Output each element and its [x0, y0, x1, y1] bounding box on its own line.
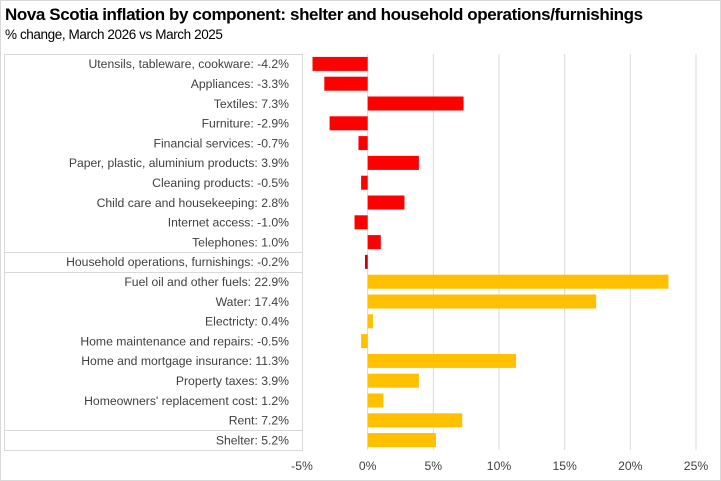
gridlines	[367, 54, 697, 450]
category-label: Textiles: 7.3%	[214, 97, 289, 111]
bar-shelter	[367, 353, 517, 368]
category-label: Electricty: 0.4%	[205, 315, 289, 329]
x-axis-ticks: -5% 0% 5% 10% 15% 20% 25%	[291, 459, 708, 473]
bar-household	[367, 195, 405, 210]
bars	[312, 56, 669, 448]
category-label: Internet access: -1.0%	[168, 216, 289, 230]
bar-shelter	[367, 294, 597, 309]
bar-household-total	[365, 254, 368, 269]
category-label-table: Utensils, tableware, cookware: -4.2% Appl…	[4, 54, 303, 451]
chart-subtitle: % change, March 2026 vs March 2025	[5, 27, 223, 42]
bar-household	[324, 76, 368, 91]
bar-shelter	[367, 274, 669, 289]
bar-shelter	[361, 334, 368, 349]
bar-household	[367, 235, 381, 250]
category-label: Household operations, furnishings: -0.2%	[66, 255, 289, 269]
category-label: Financial services: -0.7%	[154, 136, 290, 150]
bar-household	[354, 215, 368, 230]
x-tick-label: 20%	[618, 459, 643, 473]
chart-title: Nova Scotia inflation by component: shel…	[5, 5, 643, 24]
bar-household	[312, 56, 368, 71]
category-label: Fuel oil and other fuels: 22.9%	[124, 275, 289, 289]
category-label: Rent: 7.2%	[229, 414, 289, 428]
category-label: Furniture: -2.9%	[202, 117, 290, 131]
bar-shelter	[367, 314, 373, 329]
x-tick-label: 0%	[359, 459, 377, 473]
category-label: Appliances: -3.3%	[191, 77, 289, 91]
bar-household	[367, 96, 464, 111]
category-label: Home and mortgage insurance: 11.3%	[81, 354, 289, 368]
bar-household	[367, 155, 419, 170]
category-label: Child care and housekeeping: 2.8%	[97, 196, 290, 210]
category-label: Home maintenance and repairs: -0.5%	[80, 334, 289, 348]
bar-shelter	[367, 373, 419, 388]
x-tick-label: -5%	[291, 459, 313, 473]
category-label: Utensils, tableware, cookware: -4.2%	[88, 57, 289, 71]
category-label: Telephones: 1.0%	[192, 235, 289, 249]
category-label: Water: 17.4%	[216, 295, 290, 309]
x-tick-label: 25%	[684, 459, 709, 473]
category-label: Homeowners' replacement cost: 1.2%	[84, 394, 289, 408]
x-tick-label: 5%	[425, 459, 443, 473]
category-label: Cleaning products: -0.5%	[152, 176, 289, 190]
bar-household	[361, 175, 368, 190]
bar-shelter	[367, 413, 463, 428]
x-tick-label: 15%	[552, 459, 577, 473]
bar-shelter	[367, 393, 384, 408]
category-label: Property taxes: 3.9%	[176, 374, 289, 388]
x-tick-label: 10%	[487, 459, 512, 473]
bar-shelter-total	[367, 433, 436, 448]
category-label: Shelter: 5.2%	[216, 433, 289, 447]
bar-household	[358, 136, 368, 151]
category-label: Paper, plastic, aluminium products: 3.9%	[69, 156, 289, 170]
bar-household	[329, 116, 368, 131]
